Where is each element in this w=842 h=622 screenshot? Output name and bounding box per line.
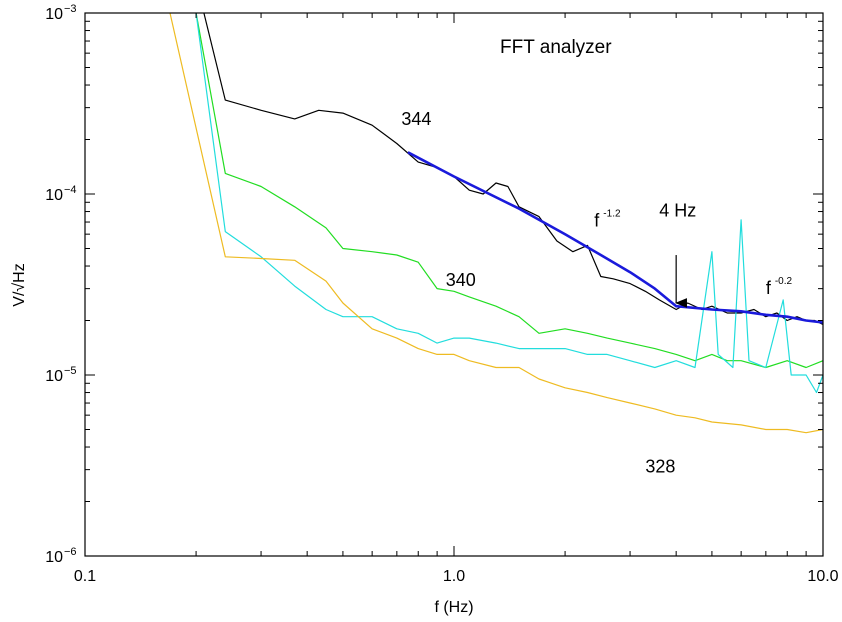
series-line-3 [169, 13, 823, 434]
y-tick-label-exponent: −5 [64, 365, 77, 377]
y-tick-label-exponent: −4 [64, 184, 77, 196]
series-line-0 [203, 13, 823, 326]
y-tick-label-exponent: −3 [64, 3, 77, 15]
y-axis-label: V/√Hz [11, 263, 28, 306]
annotation-0: 344 [401, 109, 431, 129]
x-tick-label: 0.1 [74, 568, 96, 585]
axis-layer: 0.1 1.0 10.010−610−510−410−3 [45, 3, 838, 585]
y-tick-label-exponent: −6 [64, 546, 77, 558]
y-tick-label: 10 [45, 187, 63, 204]
annotation-4: 4 Hz [659, 201, 696, 221]
series-layer [169, 13, 823, 434]
y-tick-label: 10 [45, 6, 63, 23]
y-tick-label: 10 [45, 368, 63, 385]
annotation-5-exponent: -0.2 [775, 276, 793, 287]
annotation-2: 328 [645, 456, 675, 476]
annotation-3-exponent: -1.2 [603, 209, 621, 220]
series-line-2 [195, 13, 823, 394]
series-line-4 [407, 151, 823, 324]
series-line-1 [195, 13, 823, 369]
x-tick-label: 10.0 [807, 568, 838, 585]
y-tick-label: 10 [45, 549, 63, 566]
annotation-5: f [766, 278, 772, 298]
x-tick-label: 1.0 [443, 568, 465, 585]
annotation-1: 340 [446, 270, 476, 290]
chart-title: FFT analyzer [500, 37, 612, 58]
annotation-3: f [594, 211, 600, 231]
x-axis-label: f (Hz) [434, 599, 473, 616]
